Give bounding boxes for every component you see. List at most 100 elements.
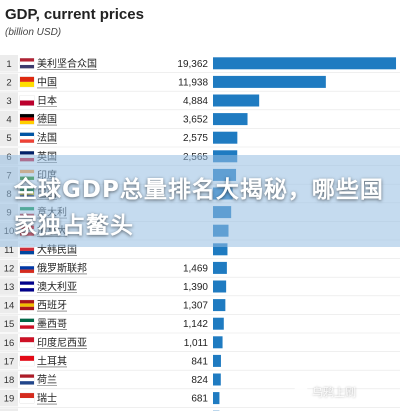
flag-stripe xyxy=(20,100,34,106)
rank-cell xyxy=(0,371,18,388)
flag-stripe xyxy=(20,76,34,82)
flag-stripe xyxy=(20,117,34,121)
value-label: 4,884 xyxy=(183,96,208,107)
flag-stripe xyxy=(20,306,34,311)
rank-label: 2 xyxy=(6,77,11,88)
flag-stripe xyxy=(20,284,34,289)
rank-cell xyxy=(0,296,18,314)
flag-stripe xyxy=(20,269,34,273)
country-label: 美利坚合众国 xyxy=(37,57,97,70)
country-label: 法国 xyxy=(37,131,57,144)
country-label: 中国 xyxy=(37,75,57,88)
rank-label: 3 xyxy=(6,96,11,107)
country-label: 俄罗斯联邦 xyxy=(37,261,87,274)
headline-text: 全球GDP总量排名大揭秘，哪些国家独占鳌头 xyxy=(14,177,384,239)
flag-stripe xyxy=(20,250,34,255)
rank-label: 14 xyxy=(4,301,15,312)
bar xyxy=(213,317,224,330)
country-label: 荷兰 xyxy=(37,373,57,386)
country-label: 德国 xyxy=(37,113,57,126)
flag-stripe xyxy=(20,58,34,62)
rank-cell xyxy=(0,259,18,277)
watermark: 乌鸦上刷 xyxy=(294,382,390,402)
rank-cell xyxy=(0,389,18,407)
bar xyxy=(213,113,248,126)
flag-stripe xyxy=(20,64,34,69)
flag-stripe xyxy=(20,325,34,329)
value-label: 1,390 xyxy=(183,282,208,293)
bar xyxy=(213,392,220,405)
flag-stripe xyxy=(20,355,34,361)
watermark-logo-icon xyxy=(294,385,308,399)
flag-stripe xyxy=(20,61,34,65)
rank-cell xyxy=(0,110,18,128)
flag-stripe xyxy=(20,393,34,399)
bar xyxy=(213,131,238,144)
flag-stripe xyxy=(20,114,34,118)
flag-stripe xyxy=(20,381,34,385)
bar xyxy=(213,299,226,312)
value-label: 824 xyxy=(191,375,208,386)
chart-title: GDP, current prices xyxy=(5,6,144,23)
rank-label: 12 xyxy=(4,263,15,274)
bar xyxy=(213,57,397,70)
rank-cell xyxy=(0,129,18,146)
rank-cell xyxy=(0,92,18,109)
rank-label: 18 xyxy=(4,375,15,386)
country-label: 西班牙 xyxy=(37,300,67,312)
flag-stripe xyxy=(20,266,34,270)
rank-label: 16 xyxy=(4,338,15,349)
country-label: 墨西哥 xyxy=(37,318,67,330)
rank-label: 19 xyxy=(4,394,15,405)
rank-cell xyxy=(0,334,18,351)
rank-label: 5 xyxy=(6,133,11,144)
country-label: 印度尼西亚 xyxy=(37,336,87,349)
flag-stripe xyxy=(20,337,34,343)
rank-label: 4 xyxy=(6,115,11,126)
rank-label: 11 xyxy=(4,245,14,256)
bar xyxy=(213,354,221,367)
chart-subtitle: (billion USD) xyxy=(5,27,61,38)
flag-stripe xyxy=(20,300,34,304)
value-label: 681 xyxy=(191,394,208,405)
rank-cell xyxy=(0,73,18,91)
value-label: 841 xyxy=(191,356,208,367)
bar xyxy=(213,94,260,107)
value-label: 3,652 xyxy=(183,115,208,126)
flag-stripe xyxy=(20,139,34,143)
value-label: 2,575 xyxy=(183,133,208,144)
flag-stripe xyxy=(20,247,34,251)
rank-label: 13 xyxy=(4,282,15,293)
bar xyxy=(213,336,223,349)
flag-stripe xyxy=(20,377,34,382)
flag-stripe xyxy=(20,318,34,323)
bar xyxy=(213,280,227,293)
flag-stripe xyxy=(20,288,34,292)
rank-cell xyxy=(0,352,18,370)
bar xyxy=(213,75,326,88)
watermark-text: 乌鸦上刷 xyxy=(312,387,356,399)
flag-stripe xyxy=(20,262,34,267)
rank-label: 15 xyxy=(4,319,15,330)
flag-stripe xyxy=(20,136,34,140)
rank-cell xyxy=(0,315,18,332)
flag-stripe xyxy=(20,281,34,285)
value-label: 1,469 xyxy=(183,263,208,274)
country-label: 日本 xyxy=(37,94,57,107)
value-label: 19,362 xyxy=(177,59,208,70)
value-label: 11,938 xyxy=(178,77,208,88)
chart-rows: 1 美利坚合众国 19,362 2 中国 11,938 3 日本 4,884 4 德国 3,652 5 法… xyxy=(0,55,400,411)
flag-stripe xyxy=(20,360,34,366)
flag-stripe xyxy=(20,303,34,307)
flag-stripe xyxy=(20,342,34,348)
headline-banner xyxy=(0,155,400,247)
value-label: 1,307 xyxy=(183,301,208,312)
country-label: 土耳其 xyxy=(37,354,67,367)
flag-stripe xyxy=(20,322,34,326)
flag-stripe xyxy=(20,374,34,378)
rank-label: 17 xyxy=(4,356,15,367)
rank-cell xyxy=(0,55,18,72)
flag-stripe xyxy=(20,132,34,137)
bar xyxy=(213,261,227,274)
